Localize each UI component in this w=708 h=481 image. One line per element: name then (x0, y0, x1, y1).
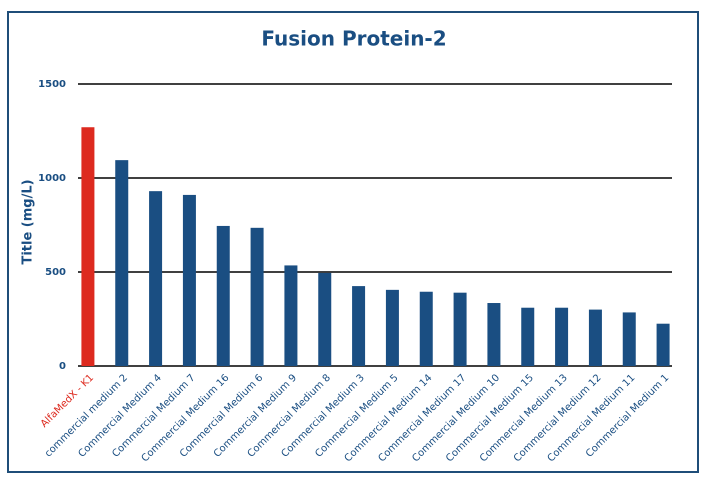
bar (115, 160, 129, 366)
y-tick-label: 500 (45, 267, 66, 278)
bar (385, 289, 399, 366)
bar (588, 309, 602, 366)
bar (81, 127, 95, 367)
y-tick-label: 0 (59, 361, 66, 372)
bar (352, 286, 366, 366)
bar (622, 312, 636, 366)
bar (453, 292, 467, 366)
bar (216, 225, 230, 366)
chart-title: Fusion Protein-2 (261, 27, 446, 51)
chart-border (7, 11, 699, 473)
bar (318, 272, 332, 366)
bar (182, 194, 196, 366)
bar (250, 227, 264, 366)
bar (521, 307, 535, 366)
y-tick-label: 1500 (38, 79, 66, 90)
y-tick-label: 1000 (38, 173, 66, 184)
bar (656, 323, 670, 366)
bar (149, 191, 163, 366)
bar (555, 307, 569, 366)
y-axis-label: Title (mg/L) (21, 179, 36, 264)
bar (284, 265, 298, 366)
bar (419, 291, 433, 366)
bar (487, 303, 501, 366)
